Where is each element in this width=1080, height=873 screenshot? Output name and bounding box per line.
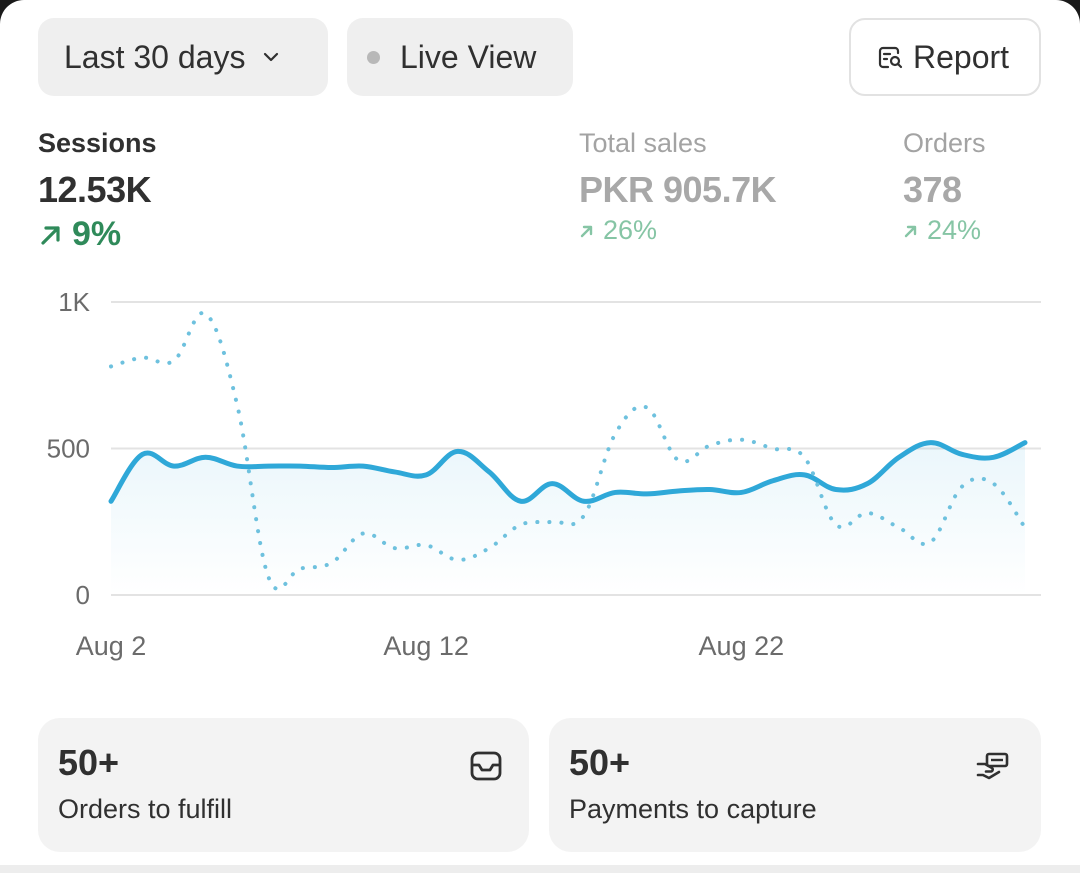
metric-total-sales[interactable]: Total sales PKR 905.7K 26%	[579, 128, 777, 246]
tile-value: 50+	[58, 742, 120, 783]
x-tick-label: Aug 2	[76, 631, 147, 661]
report-label: Report	[913, 38, 1010, 75]
arrow-up-right-icon	[41, 225, 60, 245]
date-range-button[interactable]: Last 30 days	[38, 18, 328, 96]
series-current-area	[111, 442, 1025, 595]
tile-label: Orders to fulfill	[58, 794, 233, 824]
bottom-divider	[0, 865, 1080, 873]
live-view-button[interactable]: Live View	[347, 18, 573, 96]
live-view-label: Live View	[400, 38, 537, 75]
metric-change-value: 9%	[72, 215, 122, 253]
metric-orders[interactable]: Orders 378 24%	[903, 128, 986, 246]
tile-label: Payments to capture	[569, 794, 817, 824]
metric-change: 26%	[579, 215, 776, 246]
series-current-line	[108, 440, 1028, 504]
tile-value: 50+	[569, 742, 631, 783]
orders-to-fulfill-card[interactable]: 50+ Orders to fulfill	[38, 718, 529, 852]
metric-change-value: 26%	[603, 215, 658, 245]
metric-label: Total sales	[579, 128, 707, 158]
inbox-icon	[470, 751, 502, 781]
metric-label: Sessions	[38, 128, 157, 158]
date-range-label: Last 30 days	[64, 38, 246, 75]
metric-sessions[interactable]: Sessions 12.53K 9%	[38, 128, 157, 254]
arrow-up-right-icon	[904, 225, 917, 237]
metric-value: 12.53K	[38, 169, 152, 210]
hand-money-icon	[976, 752, 1009, 780]
metric-change: 24%	[903, 215, 986, 246]
sessions-line-chart: 1K 500 0 Aug 2 Aug 12 Aug 22	[47, 287, 1041, 661]
metric-value: 378	[903, 169, 962, 210]
metric-change-value: 24%	[927, 215, 982, 245]
arrow-up-right-icon	[580, 225, 593, 237]
series-previous-line	[109, 310, 1027, 591]
y-tick-label: 1K	[58, 287, 90, 317]
metric-change: 9%	[38, 215, 157, 254]
metric-value: PKR 905.7K	[579, 169, 777, 210]
status-dot-icon	[367, 50, 380, 64]
y-tick-label: 500	[47, 434, 90, 464]
report-button[interactable]: Report	[849, 18, 1041, 96]
metric-label: Orders	[903, 128, 986, 158]
report-search-icon	[878, 46, 903, 69]
x-tick-label: Aug 12	[383, 631, 469, 661]
x-tick-label: Aug 22	[699, 631, 785, 661]
y-tick-label: 0	[76, 580, 90, 610]
payments-to-capture-card[interactable]: 50+ Payments to capture	[549, 718, 1041, 852]
chevron-down-icon	[264, 52, 279, 62]
